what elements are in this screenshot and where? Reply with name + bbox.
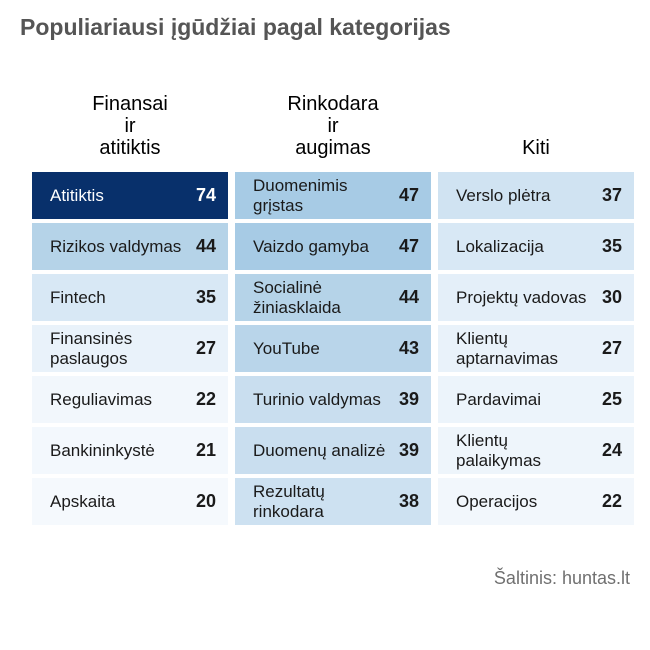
cell-label: Turinio valdymas: [253, 389, 381, 409]
cell-value: 43: [398, 338, 419, 358]
table-cell: Rezultatų rinkodara 38: [235, 478, 431, 525]
cell-value: 74: [195, 185, 216, 205]
column-header-line: Rinkodara: [287, 93, 379, 115]
cell-value: 37: [601, 185, 622, 205]
cell-value: 39: [398, 389, 419, 409]
cell-value: 35: [601, 236, 622, 256]
cell-label: Duomenimis grįstas: [253, 175, 348, 215]
cell-label: Reguliavimas: [50, 389, 153, 409]
table-cell: Duomenimis grįstas 47: [235, 172, 431, 219]
cell-label: Lokalizacija: [456, 236, 544, 256]
cell-label: Operacijos: [456, 491, 538, 511]
table-cell: Apskaita 20: [32, 478, 228, 525]
cell-value: 35: [195, 287, 216, 307]
cell-value: 22: [601, 491, 622, 511]
cell-value: 47: [398, 185, 419, 205]
table-cell: Rizikos valdymas 44: [32, 223, 228, 270]
cell-label: Pardavimai: [456, 389, 542, 409]
table-cell: Reguliavimas 22: [32, 376, 228, 423]
cell-label: YouTube: [253, 338, 320, 358]
cell-value: 27: [601, 338, 622, 358]
cell-value: 39: [398, 440, 419, 460]
table-cell: YouTube 43: [235, 325, 431, 372]
table-cell: Socialinė žiniasklaida 44: [235, 274, 431, 321]
cell-label: Apskaita: [50, 491, 116, 511]
column-header-line: Kiti: [522, 137, 550, 159]
column-header-line: Finansai: [92, 93, 168, 115]
cell-value: 24: [601, 440, 622, 460]
cell-value: 27: [195, 338, 216, 358]
chart-title: Populiariausi įgūdžiai pagal kategorijas: [20, 14, 451, 40]
cell-label: Rezultatų rinkodara: [253, 481, 325, 521]
column-header-line: augimas: [295, 137, 371, 159]
cell-value: 38: [398, 491, 419, 511]
column-header-line: ir: [124, 115, 136, 137]
table-cell: Operacijos 22: [438, 478, 634, 525]
cell-label: Klientų palaikymas: [456, 430, 542, 470]
cell-label: Projektų vadovas: [456, 287, 587, 307]
cell-value: 44: [195, 236, 216, 256]
cell-label: Socialinė žiniasklaida: [253, 277, 341, 317]
cell-label: Verslo plėtra: [456, 185, 551, 205]
cell-value: 30: [601, 287, 622, 307]
source-note: Šaltinis: huntas.lt: [493, 568, 630, 588]
cell-value: 47: [398, 236, 419, 256]
cell-label: Bankininkystė: [50, 440, 155, 460]
table-cell: Verslo plėtra 37: [438, 172, 634, 219]
column-header-line: atitiktis: [99, 137, 161, 159]
table-cell: Klientų palaikymas 24: [438, 427, 634, 474]
cell-label: Rizikos valdymas: [50, 236, 182, 256]
cell-value: 22: [195, 389, 216, 409]
table-cell: Projektų vadovas 30: [438, 274, 634, 321]
cell-value: 44: [398, 287, 419, 307]
table-cell: Klientų aptarnavimas 27: [438, 325, 634, 372]
cell-label: Klientų aptarnavimas: [456, 328, 559, 368]
cell-value: 20: [195, 491, 216, 511]
table-cell: Bankininkystė 21: [32, 427, 228, 474]
cell-label: Vaizdo gamyba: [253, 236, 369, 256]
table-cell: Vaizdo gamyba 47: [235, 223, 431, 270]
cell-value: 21: [195, 440, 216, 460]
table-cell: Finansinės paslaugos 27: [32, 325, 228, 372]
column-header: Kiti: [438, 91, 634, 159]
column-header-line: ir: [327, 115, 339, 137]
cell-label: Atitiktis: [50, 185, 104, 205]
table-cell: Duomenų analizė 39: [235, 427, 431, 474]
column-header: Rinkodara ir augimas: [235, 91, 431, 159]
table-cell: Lokalizacija 35: [438, 223, 634, 270]
table-cell: Fintech 35: [32, 274, 228, 321]
cell-label: Duomenų analizė: [253, 440, 386, 460]
table-cell: Pardavimai 25: [438, 376, 634, 423]
cell-label: Fintech: [50, 287, 106, 307]
table-cell: Turinio valdymas 39: [235, 376, 431, 423]
cell-value: 25: [601, 389, 622, 409]
column-header: Finansai ir atitiktis: [32, 91, 228, 159]
table-cell: Atitiktis 74: [32, 172, 228, 219]
cell-label: Finansinės paslaugos: [50, 328, 133, 368]
